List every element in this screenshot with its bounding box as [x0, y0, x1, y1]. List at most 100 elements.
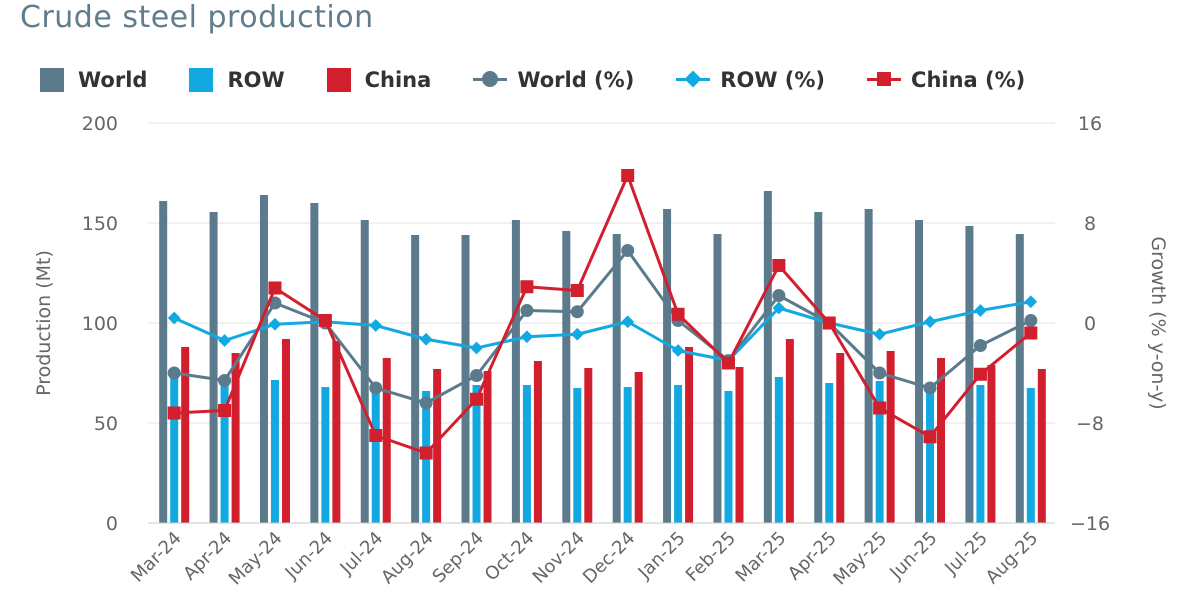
bar-world: [209, 212, 218, 523]
y2-axis-label: Growth (% y-on-y): [1147, 236, 1169, 409]
legend-item-row[interactable]: ROW: [189, 68, 285, 92]
bar-world: [259, 195, 268, 523]
point-china-pct: [822, 316, 836, 330]
point-world-pct: [570, 305, 584, 319]
bar-china: [1037, 369, 1046, 523]
bar-world: [763, 191, 772, 523]
legend-item-row-pct[interactable]: ROW (%): [676, 68, 825, 92]
bar-china: [433, 369, 442, 523]
point-row-pct: [520, 330, 534, 344]
point-row-pct: [923, 315, 937, 329]
legend-swatch-china: [326, 68, 351, 92]
bar-china: [634, 372, 643, 523]
x-tick-label: Oct-24: [481, 528, 539, 586]
bar-row: [522, 385, 531, 523]
bar-world: [1015, 234, 1024, 523]
bar-world: [915, 220, 924, 523]
point-world-pct: [923, 381, 937, 395]
y-tick-label: 50: [94, 413, 118, 435]
x-tick-label: Mar-24: [127, 528, 186, 587]
bar-row: [573, 388, 582, 523]
point-world-pct: [1024, 314, 1038, 327]
bar-world: [713, 234, 722, 523]
point-row-pct: [671, 344, 685, 357]
bar-china: [332, 341, 341, 523]
y-axis-label: Production (Mt): [33, 250, 55, 396]
point-world-pct: [520, 304, 534, 317]
bar-china: [281, 339, 290, 523]
point-row-pct: [369, 319, 383, 332]
chart-title: Crude steel production: [20, 0, 374, 35]
legend-label-world: World: [78, 68, 148, 92]
y2-tick-label: −16: [1070, 513, 1110, 535]
bar-row: [371, 387, 380, 523]
bar-row: [674, 385, 683, 523]
point-china-pct: [1024, 326, 1038, 340]
point-china-pct: [923, 430, 937, 444]
point-row-pct: [218, 334, 231, 347]
y2-tick-label: 0: [1084, 313, 1096, 335]
y-tick-label: 100: [82, 313, 118, 335]
legend-label-row-pct: ROW (%): [720, 68, 826, 92]
legend-item-china[interactable]: China: [326, 68, 431, 92]
point-china-pct: [419, 446, 433, 460]
bar-world: [411, 235, 420, 523]
point-row-pct: [1024, 295, 1038, 309]
bar-china: [685, 347, 694, 523]
point-china-pct: [973, 367, 987, 381]
point-world-pct: [621, 244, 635, 257]
x-tick-label: Jun-25: [885, 528, 941, 584]
bar-row: [1026, 388, 1035, 523]
bar-world: [562, 231, 571, 523]
point-china-pct: [570, 284, 584, 297]
x-tick-label: May-24: [225, 528, 287, 590]
point-world-pct: [218, 374, 232, 387]
bar-row: [623, 387, 632, 523]
y-tick-label: 0: [106, 513, 118, 535]
point-china-pct: [167, 406, 181, 420]
x-tick-label: Jun-24: [281, 528, 337, 584]
x-tick-label: May-25: [829, 528, 891, 590]
point-china-pct: [470, 392, 484, 406]
bar-china: [483, 371, 492, 523]
x-tick-label: Sep-24: [428, 528, 488, 588]
bar-row: [321, 387, 330, 523]
bar-world: [511, 220, 520, 523]
point-row-pct: [570, 327, 584, 341]
bar-china: [231, 353, 240, 523]
bar-china: [987, 365, 996, 523]
point-world-pct: [873, 366, 887, 380]
point-row-pct: [873, 327, 887, 341]
bar-china: [836, 353, 845, 523]
x-tick-label: Aug-24: [377, 528, 437, 588]
point-china-pct: [772, 259, 786, 272]
point-row-pct: [470, 341, 483, 355]
point-china-pct: [721, 356, 735, 370]
bar-row: [774, 377, 783, 523]
legend-item-world[interactable]: World: [40, 68, 147, 92]
bar-china: [937, 358, 946, 523]
point-china-pct: [318, 314, 332, 327]
y2-tick-label: 8: [1084, 213, 1096, 235]
y-tick-label: 150: [82, 213, 118, 235]
legend-swatch-china-pct: [867, 68, 902, 92]
legend-item-world-pct[interactable]: World (%): [473, 68, 634, 92]
bar-world: [461, 235, 470, 523]
legend-label-world-pct: World (%): [517, 68, 635, 92]
legend: World ROW China World (%) ROW (%) China …: [40, 62, 1067, 98]
legend-item-china-pct[interactable]: China (%): [867, 68, 1025, 92]
bar-world: [965, 226, 974, 523]
x-tick-label: Nov-24: [529, 528, 589, 588]
point-world-pct: [772, 289, 786, 302]
bar-world: [864, 209, 873, 523]
point-row-pct: [419, 332, 433, 346]
legend-swatch-row: [189, 68, 214, 92]
point-world-pct: [167, 366, 181, 380]
point-world-pct: [470, 369, 484, 382]
y2-tick-label: 16: [1078, 113, 1102, 135]
bar-row: [724, 391, 733, 523]
point-world-pct: [369, 381, 383, 395]
bar-world: [310, 203, 319, 523]
bar-row: [270, 380, 279, 523]
